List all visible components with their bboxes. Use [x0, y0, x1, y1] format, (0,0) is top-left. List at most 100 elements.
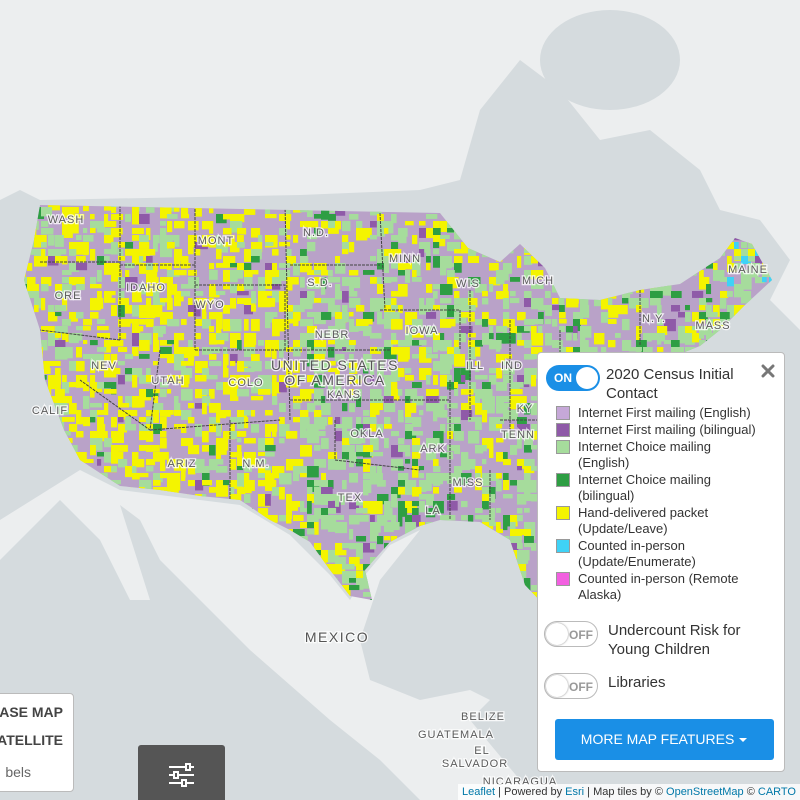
county-tile [342, 564, 355, 570]
county-tile [370, 375, 375, 382]
county-tile [363, 459, 371, 472]
county-tile [524, 599, 537, 604]
county-tile [461, 466, 471, 471]
county-tile [27, 333, 36, 344]
basemap-option[interactable]: ATELLITE [0, 732, 63, 748]
county-tile [517, 417, 527, 429]
county-tile [580, 205, 586, 206]
county-tile [713, 305, 720, 317]
county-tile [244, 368, 255, 373]
county-tile [601, 249, 611, 260]
county-tile [727, 214, 735, 227]
county-tile [97, 256, 106, 265]
state-label: MASS [695, 320, 730, 332]
county-tile [321, 382, 326, 387]
more-features-button[interactable]: MORE MAP FEATURES [555, 719, 774, 760]
county-tile [90, 557, 98, 563]
basemap-option[interactable]: ASE MAP [0, 704, 63, 720]
county-tile [90, 277, 97, 286]
county-tile [405, 205, 416, 212]
county-tile [104, 585, 113, 592]
county-tile [314, 228, 320, 236]
county-tile [748, 263, 760, 276]
county-tile [594, 333, 605, 345]
county-tile [363, 466, 371, 471]
county-tile [489, 333, 494, 340]
county-tile [167, 459, 177, 465]
county-tile [440, 410, 448, 418]
county-tile [734, 228, 742, 233]
county-tile [615, 228, 628, 237]
county-tile [587, 347, 598, 356]
county-tile [167, 340, 177, 345]
county-tile [461, 543, 471, 553]
county-tile [489, 375, 497, 385]
county-tile [657, 249, 665, 258]
county-tile [552, 305, 565, 311]
county-tile [447, 515, 456, 521]
county-tile [307, 375, 316, 383]
county-tile [391, 571, 400, 581]
county-tile [216, 410, 227, 419]
county-tile [552, 214, 559, 227]
county-tile [398, 473, 409, 486]
county-tile [167, 221, 173, 233]
county-tile [412, 340, 422, 346]
county-tile [69, 445, 78, 456]
county-tile [335, 263, 346, 274]
county-tile [671, 221, 676, 232]
county-tile [300, 333, 310, 341]
county-tile [405, 263, 414, 270]
basemap-option[interactable]: bels [5, 764, 31, 780]
attribution-link[interactable]: Leaflet [462, 786, 496, 798]
county-tile [678, 214, 685, 227]
county-tile [160, 347, 172, 358]
layer-toggle[interactable]: ON [546, 365, 600, 391]
county-tile [468, 277, 478, 287]
legend-swatch [556, 539, 570, 553]
county-tile [461, 459, 471, 470]
county-tile [41, 221, 49, 227]
county-tile [503, 312, 510, 321]
county-tile [111, 205, 118, 208]
filter-button[interactable] [138, 745, 225, 800]
county-tile [419, 228, 430, 238]
county-tile [349, 403, 355, 413]
county-tile [657, 305, 662, 317]
layer-toggle[interactable]: OFF [544, 621, 598, 647]
county-tile [216, 480, 228, 490]
attribution-link[interactable]: OpenStreetMap [666, 786, 744, 798]
attribution-link[interactable]: Esri [565, 786, 585, 798]
county-tile [24, 424, 29, 430]
county-tile [230, 256, 235, 265]
county-tile [41, 256, 49, 261]
county-tile [202, 445, 212, 452]
close-button[interactable] [760, 363, 776, 379]
county-tile [349, 277, 361, 289]
county-tile [27, 249, 39, 255]
county-tile [405, 592, 418, 598]
county-tile [230, 298, 237, 309]
attribution-link[interactable]: CARTO [757, 786, 796, 798]
county-tile [209, 354, 217, 360]
county-tile [356, 228, 368, 241]
county-tile [216, 382, 226, 391]
county-tile [433, 242, 440, 248]
county-tile [468, 564, 479, 570]
county-tile [552, 249, 560, 257]
county-tile [412, 550, 417, 560]
county-tile [24, 347, 32, 356]
county-tile [615, 256, 628, 263]
county-tile [132, 291, 142, 299]
county-tile [286, 305, 298, 312]
county-tile [279, 347, 284, 358]
layer-toggle[interactable]: OFF [544, 673, 598, 699]
county-tile [153, 205, 164, 207]
county-tile [769, 326, 772, 332]
county-tile [335, 550, 347, 556]
county-tile [510, 529, 522, 540]
county-tile [412, 277, 422, 282]
county-tile [447, 263, 458, 268]
county-tile [314, 312, 326, 325]
